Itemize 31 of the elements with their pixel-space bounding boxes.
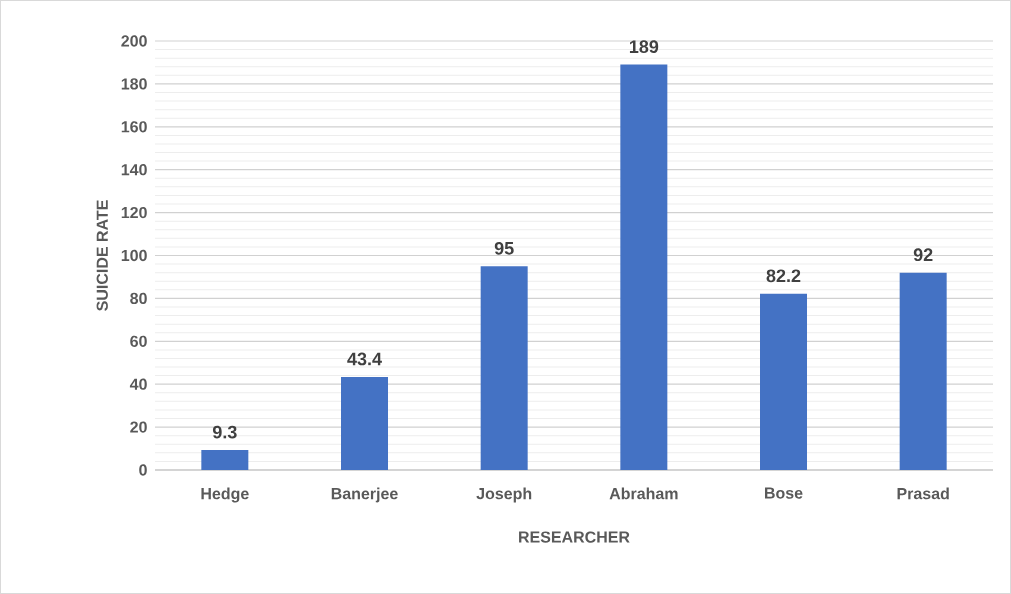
y-tick-label: 60	[130, 335, 147, 347]
y-tick-label: 40	[129, 378, 147, 390]
x-tick-label: Joseph	[476, 487, 532, 503]
x-tick-label: Banerjee	[331, 487, 398, 503]
x-tick-label: Hedge	[201, 487, 249, 503]
x-tick-label: Abraham	[609, 487, 678, 500]
y-tick-label: 140	[121, 164, 147, 176]
data-label: 43.4	[347, 352, 382, 366]
bar	[620, 64, 668, 470]
y-tick-label: 180	[121, 78, 147, 90]
data-label: 95	[494, 241, 514, 255]
y-tick-label: 200	[121, 35, 147, 47]
y-tick-label: 160	[121, 121, 147, 133]
bar	[480, 266, 528, 470]
data-label: 189	[629, 40, 659, 54]
x-tick-label: Bose	[765, 487, 803, 499]
y-axis-title: SUICIDE RATE	[96, 200, 108, 311]
data-label: 82.2	[766, 269, 801, 283]
bar	[341, 376, 389, 470]
bar	[760, 293, 808, 470]
data-label: 9.3	[212, 425, 237, 439]
data-label: 92	[913, 248, 933, 262]
y-tick-label: 120	[121, 206, 147, 219]
y-tick-label: 80	[130, 292, 147, 305]
y-tick-label: 0	[139, 464, 147, 476]
x-axis-title: RESEARCHER	[519, 531, 630, 543]
x-tick-label: Prasad	[897, 487, 949, 500]
y-tick-label: 100	[121, 249, 147, 262]
bar	[201, 450, 249, 470]
bar	[899, 272, 947, 470]
y-tick-label: 20	[130, 421, 147, 433]
